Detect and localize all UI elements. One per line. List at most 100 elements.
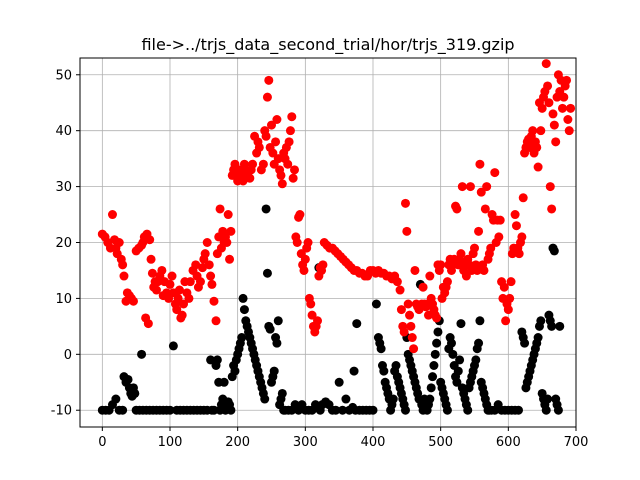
black-data-point (352, 319, 362, 329)
red-data-point (410, 265, 420, 275)
red-data-point (510, 210, 520, 220)
red-data-point (191, 260, 201, 270)
black-data-point (349, 366, 359, 376)
black-data-point (474, 338, 484, 348)
black-data-point (137, 349, 147, 359)
red-data-point (551, 137, 561, 147)
red-data-point (392, 277, 402, 287)
black-data-point (533, 333, 543, 343)
black-data-point (513, 405, 523, 415)
red-data-point (266, 120, 276, 130)
red-data-point (245, 173, 255, 183)
black-data-point (206, 355, 216, 365)
black-data-point (547, 321, 557, 331)
red-data-point (272, 115, 282, 124)
black-data-point (230, 366, 240, 376)
black-data-point (260, 394, 270, 404)
black-data-point (456, 319, 466, 329)
red-data-point (165, 279, 175, 289)
red-data-point (499, 282, 509, 292)
red-data-point (409, 344, 419, 354)
red-data-point (184, 293, 194, 303)
red-data-point (402, 226, 412, 236)
red-data-point (222, 238, 232, 247)
red-data-point (258, 159, 268, 169)
red-data-point (482, 182, 492, 192)
red-data-point (202, 238, 212, 247)
black-data-point (536, 316, 546, 326)
red-data-point (179, 299, 189, 309)
red-data-point (209, 296, 219, 306)
red-data-point (559, 92, 569, 102)
black-data-point (453, 366, 463, 376)
black-data-point (226, 405, 236, 415)
red-data-point (128, 296, 138, 306)
red-data-point (425, 271, 435, 281)
x-tick-label: 300 (293, 435, 318, 450)
y-tick-label: 50 (55, 68, 72, 83)
red-data-point (107, 210, 117, 220)
red-data-point (396, 305, 406, 315)
red-data-point (452, 204, 462, 214)
black-data-point (334, 377, 344, 387)
red-data-point (273, 154, 283, 164)
red-data-point (403, 299, 413, 309)
black-data-point (371, 299, 381, 309)
black-data-point (463, 405, 473, 415)
red-data-point (528, 126, 538, 136)
red-data-point (248, 159, 258, 169)
y-tick-label: 10 (55, 292, 72, 307)
black-data-point (368, 405, 378, 415)
red-data-point (303, 238, 313, 247)
red-data-point (472, 265, 482, 275)
red-data-point (474, 226, 484, 236)
red-data-point (423, 310, 433, 320)
black-data-point (338, 405, 348, 415)
black-data-point (553, 405, 563, 415)
red-data-point (400, 198, 410, 208)
red-data-point (277, 179, 287, 189)
x-tick-label: 500 (428, 435, 453, 450)
red-data-point (173, 293, 183, 303)
red-data-point (490, 168, 500, 178)
black-data-point (123, 374, 133, 384)
red-data-point (457, 182, 467, 192)
black-data-point (269, 366, 279, 376)
red-data-point (174, 285, 184, 295)
black-data-point (118, 405, 128, 415)
red-data-point (143, 319, 153, 329)
black-data-point (433, 327, 443, 337)
black-data-point (272, 338, 282, 348)
black-data-point (428, 372, 438, 382)
black-data-point (391, 361, 401, 370)
red-data-point (276, 170, 286, 180)
black-data-point (273, 316, 283, 326)
black-data-point (400, 405, 410, 415)
y-tick-label: 20 (55, 236, 72, 251)
black-data-point (219, 377, 229, 387)
red-data-point (167, 271, 177, 281)
red-data-point (177, 310, 187, 320)
black-data-point (388, 394, 398, 404)
red-data-point (461, 271, 471, 281)
red-data-point (211, 316, 221, 326)
red-data-point (469, 243, 479, 253)
red-data-point (264, 75, 274, 85)
red-data-point (225, 254, 235, 264)
x-tick-label: 0 (98, 435, 106, 450)
red-data-point (284, 137, 294, 147)
x-tick-label: 700 (564, 435, 589, 450)
red-data-point (204, 260, 214, 270)
red-data-point (475, 159, 485, 169)
red-data-point (442, 277, 452, 287)
red-data-point (537, 103, 547, 113)
red-data-point (118, 260, 128, 270)
black-data-point (111, 394, 121, 404)
black-data-point (262, 268, 272, 278)
y-tick-label: 40 (55, 124, 72, 139)
axis-ticks: 0 100 200 300 400 500 600 700 -10 0 10 20 30 40 50 (51, 68, 589, 450)
black-data-point (376, 344, 386, 354)
x-tick-label: 200 (225, 435, 250, 450)
red-data-point (290, 165, 300, 175)
red-data-point (564, 126, 574, 136)
